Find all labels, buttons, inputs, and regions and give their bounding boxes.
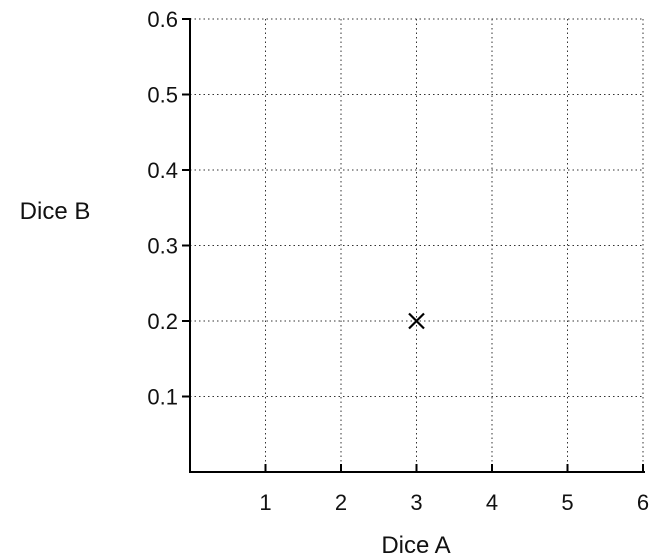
y-tick-label: 0.5 xyxy=(147,83,178,108)
y-tick-label: 0.4 xyxy=(147,158,178,183)
x-tick-label: 6 xyxy=(637,490,649,515)
x-axis-title: Dice A xyxy=(381,532,450,559)
y-tick-label: 0.6 xyxy=(147,7,178,32)
x-tick-label: 4 xyxy=(486,490,498,515)
data-points xyxy=(408,312,425,330)
tick-marks xyxy=(182,18,644,472)
data-point-x-marker xyxy=(408,312,425,330)
x-tick-label: 1 xyxy=(259,490,271,515)
grid xyxy=(190,18,644,472)
tick-labels: 1 2 3 4 5 6 0.1 0.2 0.3 0.4 0.5 0.6 xyxy=(147,7,649,515)
x-tick-label: 5 xyxy=(561,490,573,515)
x-tick-label: 3 xyxy=(410,490,422,515)
y-tick-label: 0.1 xyxy=(147,385,178,410)
y-axis-title: Dice B xyxy=(20,198,91,225)
x-tick-label: 2 xyxy=(335,490,347,515)
y-tick-label: 0.2 xyxy=(147,309,178,334)
y-tick-label: 0.3 xyxy=(147,234,178,259)
